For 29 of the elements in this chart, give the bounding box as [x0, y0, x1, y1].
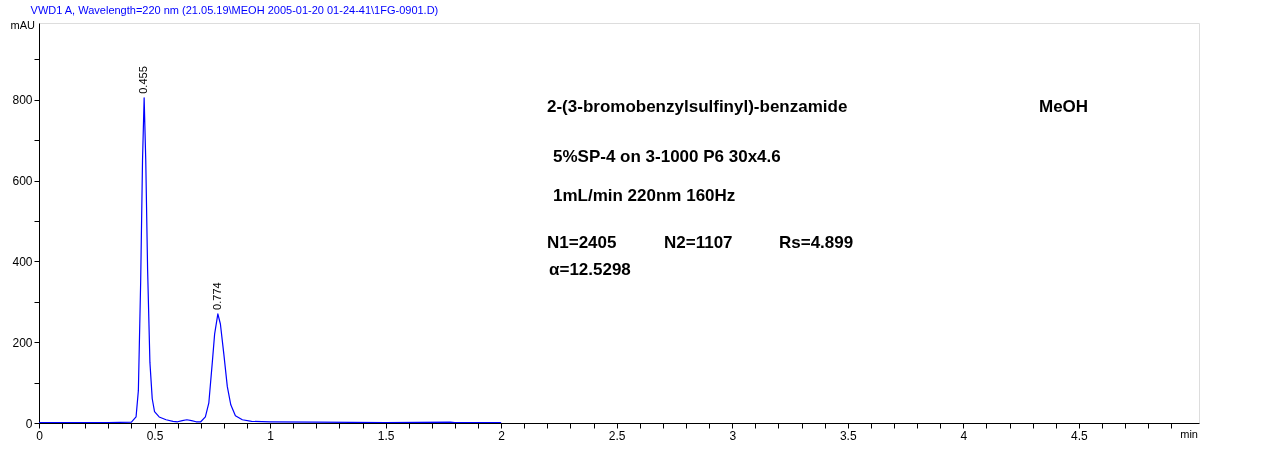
x-tick-label: 3.5 — [839, 428, 857, 443]
line-series — [39, 97, 502, 423]
chart-title: VWD1 A, Wavelength=220 nm (21.05.19\MEOH 2005-01-20 01-24-41\1FG-0901.D) — [30, 4, 439, 16]
x-axis-title: min — [1180, 428, 1198, 440]
y-tick-label: 200 — [12, 335, 33, 350]
annotation: Rs=4.899 — [779, 233, 854, 252]
x-tick-label: 2 — [498, 428, 506, 443]
y-axis-title: mAU — [10, 19, 36, 31]
x-tick-label: 4.5 — [1071, 428, 1088, 443]
x-tick-label: 2.5 — [608, 428, 626, 443]
annotation: N1=2405 — [547, 233, 617, 252]
annotation: α=12.5298 — [549, 260, 631, 279]
x-tick-label: 3 — [729, 428, 737, 443]
y-tick-label: 600 — [12, 174, 33, 189]
annotation: 2-(3-bromobenzylsulfinyl)-benzamide — [547, 97, 848, 116]
annotation: 5%SP-4 on 3-1000 P6 30x4.6 — [553, 147, 781, 166]
annotation: N2=1107 — [664, 233, 733, 252]
x-tick-label: 0 — [36, 428, 44, 443]
annotation: 0.774 — [210, 282, 223, 310]
annotation: 1mL/min 220nm 160Hz — [553, 186, 736, 205]
y-tick-label: 400 — [12, 254, 33, 269]
x-tick-label: 1 — [267, 428, 275, 443]
x-tick-label: 0.5 — [146, 428, 164, 443]
annotation: MeOH — [1039, 97, 1089, 116]
y-tick-label: 0 — [25, 416, 33, 431]
x-tick-label: 4 — [960, 428, 968, 443]
annotation: 0.455 — [137, 66, 150, 94]
y-tick-label: 800 — [12, 93, 33, 108]
x-tick-label: 1.5 — [377, 428, 395, 443]
